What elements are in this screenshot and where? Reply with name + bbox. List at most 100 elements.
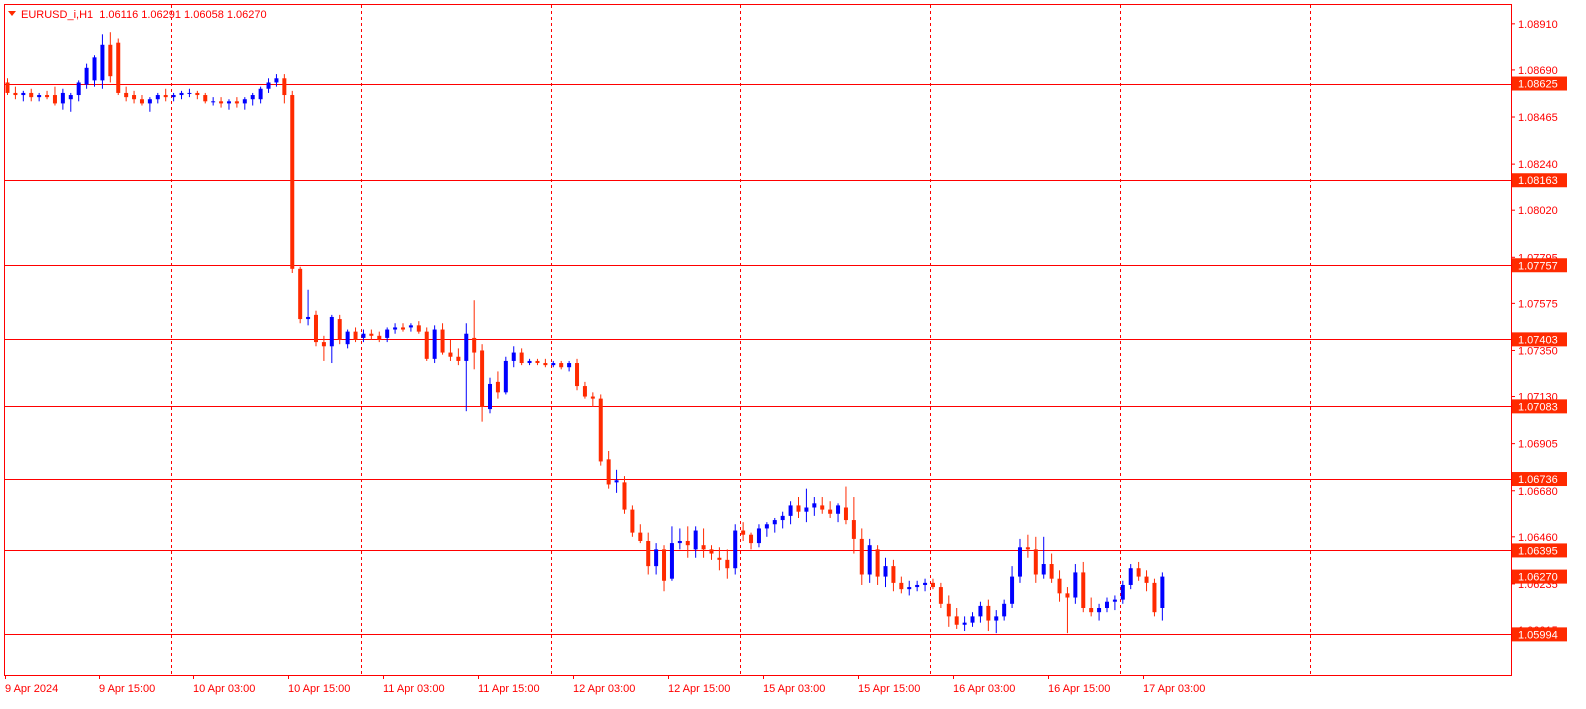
time-axis: 9 Apr 2024 9 Apr 15:00 10 Apr 03:00 10 Apr …	[5, 675, 1205, 695]
level-badge-bg	[1512, 258, 1567, 273]
bull-candle	[464, 323, 469, 412]
candle-body	[606, 459, 611, 485]
bear-candle	[124, 86, 129, 102]
candle-body	[45, 95, 50, 98]
level-badge-bg	[1512, 76, 1567, 91]
y-tick-label: 1.08240	[1518, 159, 1558, 171]
candle-body	[930, 582, 935, 588]
y-tick-label: 1.08020	[1518, 205, 1558, 217]
bull-candle	[408, 323, 413, 332]
candle-body	[21, 92, 26, 96]
candle-body	[1073, 572, 1078, 598]
candle-body	[725, 559, 730, 569]
bull-candle	[962, 616, 967, 632]
candle-body	[677, 541, 682, 544]
bull-candle	[266, 78, 271, 93]
candle-body	[575, 363, 580, 387]
bear-candle	[646, 532, 651, 575]
bear-candle	[1152, 578, 1157, 617]
bull-candle	[242, 97, 247, 110]
bull-candle	[432, 325, 437, 364]
bear-candle	[321, 335, 326, 361]
candle-body	[1120, 584, 1125, 600]
bear-candle	[29, 88, 34, 102]
bear-candle	[472, 300, 477, 370]
bear-candle	[195, 90, 200, 100]
bear-candle	[52, 86, 57, 106]
bull-candle	[1112, 595, 1117, 611]
bull-candle	[1017, 538, 1022, 583]
bull-candle	[1002, 599, 1007, 621]
dropdown-triangle-icon[interactable]	[8, 11, 16, 16]
bear-candle	[741, 522, 746, 541]
bull-candle	[84, 63, 89, 89]
bull-candle	[155, 92, 160, 104]
bear-candle	[622, 476, 627, 514]
level-badge: 1.07403	[1518, 334, 1558, 346]
bear-candle	[701, 528, 706, 558]
candle-body	[92, 57, 97, 81]
bear-candle	[709, 545, 714, 560]
x-tick-label: 12 Apr 03:00	[573, 683, 635, 695]
bull-candle	[21, 90, 26, 102]
bull-candle	[923, 578, 928, 592]
candle-body	[1128, 568, 1133, 585]
candle-body	[432, 329, 437, 359]
candle-body	[393, 327, 398, 330]
bear-candle	[337, 314, 342, 345]
candle-body	[448, 352, 453, 357]
level-badge: 1.06736	[1518, 474, 1558, 486]
candle-body	[321, 342, 326, 347]
y-tick-label: 1.06680	[1518, 486, 1558, 498]
candle-body	[741, 530, 746, 535]
candle-body	[685, 541, 690, 546]
bear-candle	[575, 358, 580, 391]
horizontal-levels	[5, 84, 1511, 635]
candle-body	[298, 268, 303, 320]
level-badge-bg	[1512, 173, 1567, 188]
candle-body	[582, 386, 587, 397]
bull-candle	[756, 524, 761, 548]
candle-body	[978, 605, 983, 617]
candle-body	[84, 67, 89, 85]
bull-candle	[677, 528, 682, 550]
bear-candle	[1049, 553, 1054, 583]
candle-body	[1057, 578, 1062, 594]
bear-candle	[282, 74, 287, 104]
candle-body	[970, 616, 975, 623]
candle-body	[416, 325, 421, 332]
bear-candle	[203, 92, 208, 104]
candle-body	[1010, 576, 1015, 604]
candle-body	[345, 331, 350, 345]
bear-candle	[139, 95, 144, 106]
bear-candle	[685, 526, 690, 558]
candle-body	[116, 42, 121, 93]
bear-candle	[796, 497, 801, 518]
bear-candle	[843, 486, 848, 525]
candle-body	[836, 505, 841, 514]
candle-body	[440, 329, 445, 353]
bear-candle	[590, 392, 595, 407]
candle-body	[250, 95, 255, 100]
candle-body	[1097, 608, 1102, 613]
candle-body	[329, 316, 334, 347]
candle-body	[551, 363, 556, 366]
bull-candle	[68, 92, 73, 112]
bull-candle	[1104, 597, 1109, 613]
bear-candle	[108, 32, 113, 83]
candle-body	[883, 566, 888, 577]
candle-body	[994, 616, 999, 621]
bull-candle	[867, 538, 872, 583]
bear-candle	[13, 86, 18, 100]
candle-body	[622, 482, 627, 510]
candle-body	[527, 360, 532, 364]
candle-body	[717, 557, 722, 560]
bear-candle	[638, 524, 643, 544]
bear-candle	[606, 450, 611, 489]
bull-candle	[978, 601, 983, 623]
level-badge: 1.08163	[1518, 175, 1558, 187]
candle-body	[242, 99, 247, 104]
candle-body	[709, 549, 714, 554]
candle-body	[52, 95, 57, 104]
